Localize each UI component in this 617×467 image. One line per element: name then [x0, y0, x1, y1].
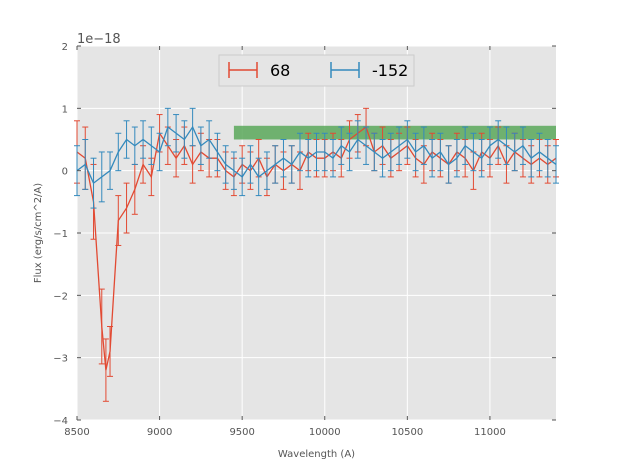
- legend-entry-68: [228, 62, 258, 78]
- legend-box: [218, 54, 415, 87]
- legend-label-152: -152: [372, 61, 408, 80]
- axes: 8500 9000 9500 10000 10500 11000 −4 −3 −2 −1 0 1 2: [53, 42, 556, 438]
- legend-entry-152: [330, 62, 360, 78]
- y-offset-label: 1e−18: [77, 32, 121, 47]
- legend: 68 -152: [218, 54, 415, 87]
- y-tick-label: −2: [53, 291, 68, 302]
- x-tick-label: 9000: [147, 427, 172, 438]
- y-axis-label: Flux (erg/s/cm^2/A): [33, 183, 44, 283]
- band-layer: [233, 125, 556, 140]
- y-tick-label: 2: [62, 42, 68, 53]
- y-tick-label: 1: [62, 104, 68, 115]
- highlight-band: [233, 125, 556, 140]
- series-line-1: [76, 125, 557, 185]
- x-tick-label: 8500: [64, 427, 89, 438]
- y-tick-label: −3: [53, 354, 68, 365]
- x-tick-label: 10500: [391, 427, 423, 438]
- x-axis-label: Wavelength (A): [278, 449, 355, 460]
- y-tick-label: −1: [53, 229, 68, 240]
- x-tick-label: 9500: [229, 427, 254, 438]
- y-tick-label: 0: [62, 167, 68, 178]
- legend-label-68: 68: [270, 61, 290, 80]
- x-tick-label: 11000: [474, 427, 506, 438]
- x-tick-label: 10000: [309, 427, 341, 438]
- y-tick-label: −4: [53, 416, 68, 427]
